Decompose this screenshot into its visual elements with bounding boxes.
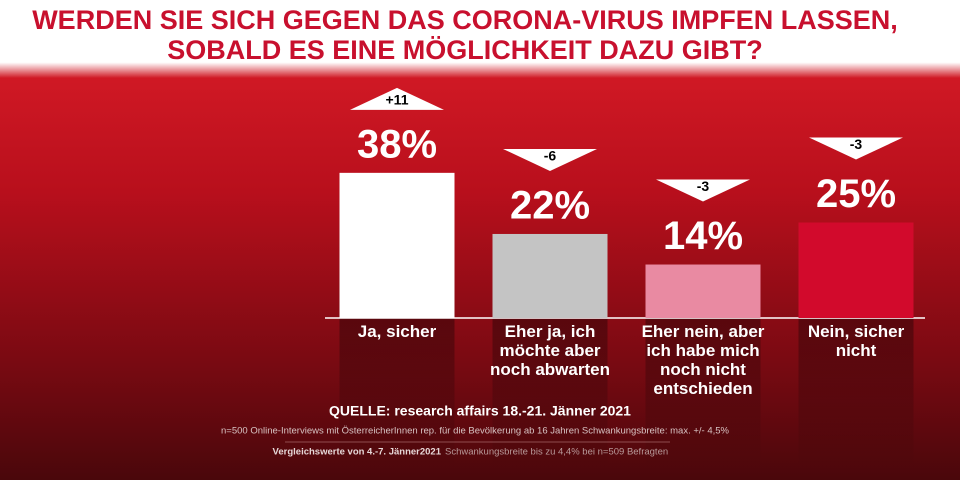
comparison-note: Schwankungsbreite bis zu 4,4% bei n=509 … — [445, 447, 668, 458]
change-arrow-down — [809, 137, 903, 160]
title: WERDEN SIE SICH GEGEN DAS CORONA-VIRUS I… — [32, 5, 898, 35]
label-column — [798, 318, 914, 468]
bar — [645, 264, 761, 318]
change-label: -6 — [544, 148, 557, 164]
category-label: Nein, sicher nicht — [807, 322, 905, 360]
label-column — [645, 318, 761, 468]
category-label: Ja, sicher — [357, 322, 437, 341]
bar — [492, 233, 608, 318]
title-band — [0, 0, 960, 78]
change-arrow-up — [350, 87, 444, 110]
change-arrow-down — [503, 148, 597, 171]
change-arrow-down — [656, 179, 750, 202]
comparison: Vergleichswerte von 4.-7. Jänner2021 — [273, 447, 442, 458]
source: QUELLE: research affairs 18.-21. Jänner … — [329, 403, 631, 419]
bar — [798, 222, 914, 318]
value-label: 22% — [510, 184, 590, 228]
label-column — [492, 318, 608, 468]
note: n=500 Online-Interviews mit Österreicher… — [221, 426, 730, 437]
value-label: 14% — [663, 214, 743, 258]
title: SOBALD ES EINE MÖGLICHKEIT DAZU GIBT? — [167, 35, 763, 65]
label-column — [339, 318, 455, 468]
bar — [339, 172, 455, 318]
change-label: +11 — [386, 92, 409, 108]
change-label: -3 — [850, 136, 863, 152]
value-label: 25% — [816, 172, 896, 216]
value-label: 38% — [357, 122, 437, 166]
category-label: Eher nein, aber ich habe mich noch nicht… — [641, 322, 765, 398]
category-label: Eher ja, ich möchte aber noch abwarten — [490, 322, 610, 379]
change-label: -3 — [697, 178, 710, 194]
